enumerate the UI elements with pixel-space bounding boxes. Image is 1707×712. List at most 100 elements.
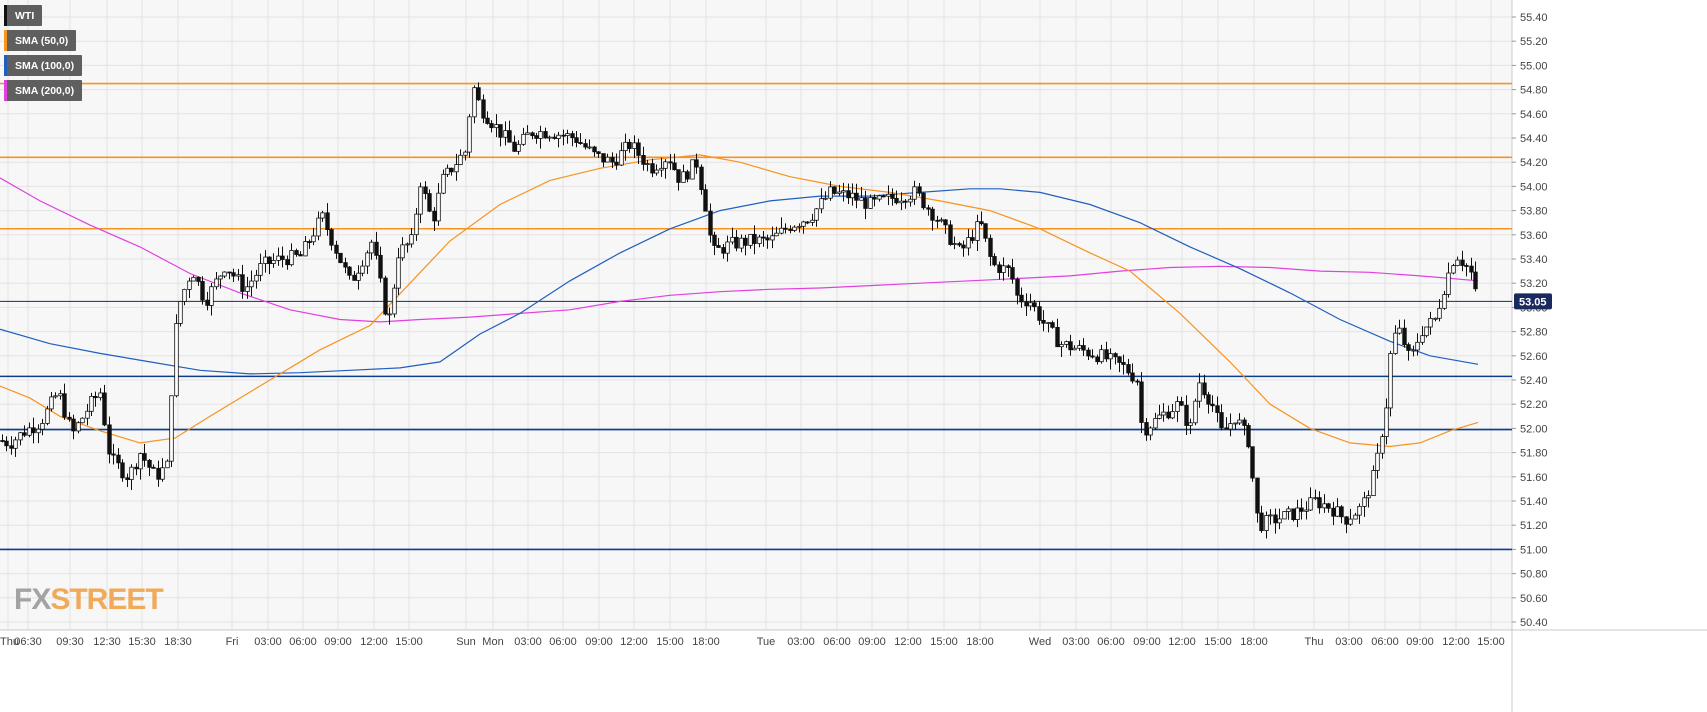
candle-body[interactable] [1144,422,1149,436]
candle-body[interactable] [841,190,846,193]
candle-body[interactable] [227,271,232,274]
candle-body[interactable] [414,213,419,236]
candle-body[interactable] [18,432,23,441]
candle-body[interactable] [538,131,543,139]
candle-body[interactable] [258,263,263,276]
candle-body[interactable] [320,212,325,219]
legend-item-wti[interactable]: WTI [4,5,43,26]
candle-body[interactable] [832,186,837,194]
candle-body[interactable] [1473,271,1478,290]
candle-body[interactable] [512,141,517,152]
candle-body[interactable] [369,241,374,254]
candle-body[interactable] [1104,349,1109,360]
candle-body[interactable] [1362,497,1367,507]
candle-body[interactable] [1402,327,1407,346]
candle-body[interactable] [1032,302,1037,308]
candle-body[interactable] [40,423,45,430]
candle-body[interactable] [360,265,365,274]
candle-body[interactable] [774,232,779,237]
candle-body[interactable] [138,453,143,470]
candle-body[interactable] [218,275,223,280]
candle-body[interactable] [343,262,348,268]
candle-body[interactable] [4,440,9,447]
candle-body[interactable] [85,410,90,419]
candle-body[interactable] [659,167,664,171]
candle-body[interactable] [1130,372,1135,382]
candle-body[interactable] [36,428,41,434]
candle-body[interactable] [196,276,201,282]
candle-body[interactable] [174,323,179,397]
candle-body[interactable] [498,124,503,138]
candle-body[interactable] [761,236,766,239]
candle-body[interactable] [481,99,486,119]
candle-body[interactable] [423,186,428,194]
candle-body[interactable] [9,445,14,449]
candle-body[interactable] [1411,349,1416,352]
candle-body[interactable] [1344,516,1349,525]
candle-body[interactable] [120,462,125,479]
candle-body[interactable] [903,200,908,203]
candle-body[interactable] [356,272,361,281]
candle-body[interactable] [276,255,281,261]
candle-body[interactable] [543,131,548,139]
candle-body[interactable] [1139,381,1144,423]
candle-body[interactable] [1384,407,1389,438]
candle-body[interactable] [458,154,463,165]
candle-body[interactable] [1326,503,1331,509]
candle-body[interactable] [1202,382,1207,396]
candle-body[interactable] [1219,412,1224,429]
candle-body[interactable] [418,186,423,215]
candle-body[interactable] [966,237,971,249]
candle-body[interactable] [352,274,357,281]
candle-body[interactable] [587,146,592,149]
candle-body[interactable] [463,151,468,156]
candle-body[interactable] [881,195,886,198]
candle-body[interactable] [1460,259,1465,266]
candle-body[interactable] [619,150,624,166]
candle-body[interactable] [254,274,259,282]
candle-body[interactable] [1019,294,1024,303]
candle-body[interactable] [58,393,63,397]
candle-body[interactable] [1420,335,1425,343]
candle-body[interactable] [627,141,632,149]
candle-body[interactable] [1001,265,1006,273]
candle-body[interactable] [1121,362,1126,365]
candle-body[interactable] [610,156,615,163]
candle-body[interactable] [1210,403,1215,407]
candle-body[interactable] [1081,345,1086,351]
candle-body[interactable] [1299,507,1304,512]
candle-body[interactable] [71,418,76,432]
candle-body[interactable] [31,427,36,434]
candle-body[interactable] [449,167,454,173]
candle-body[interactable] [663,161,668,169]
candle-body[interactable] [400,244,405,259]
candle-body[interactable] [1415,341,1420,351]
candle-body[interactable] [76,422,81,432]
candle-body[interactable] [1469,265,1474,273]
candle-body[interactable] [708,210,713,236]
legend-item-sma100[interactable]: SMA (100,0) [4,55,83,76]
candle-body[interactable] [641,154,646,165]
sma-50-line[interactable] [0,154,1479,448]
candle-body[interactable] [792,226,797,231]
candle-body[interactable] [1255,477,1260,514]
candle-body[interactable] [1268,514,1273,517]
candle-body[interactable] [1375,452,1380,471]
candle-body[interactable] [1442,294,1447,309]
candle-body[interactable] [271,260,276,264]
candle-body[interactable] [530,132,535,137]
candle-body[interactable] [1335,506,1340,517]
candle-body[interactable] [1228,423,1233,430]
candle-body[interactable] [783,227,788,230]
candle-body[interactable] [765,237,770,241]
candle-body[interactable] [636,142,641,156]
candle-body[interactable] [142,453,147,461]
candle-body[interactable] [921,192,926,209]
candle-body[interactable] [654,169,659,174]
candle-body[interactable] [672,162,677,171]
candle-body[interactable] [1286,508,1291,512]
candle-body[interactable] [823,197,828,200]
candle-body[interactable] [187,280,192,290]
candle-body[interactable] [98,392,103,399]
candle-body[interactable] [1028,302,1033,307]
